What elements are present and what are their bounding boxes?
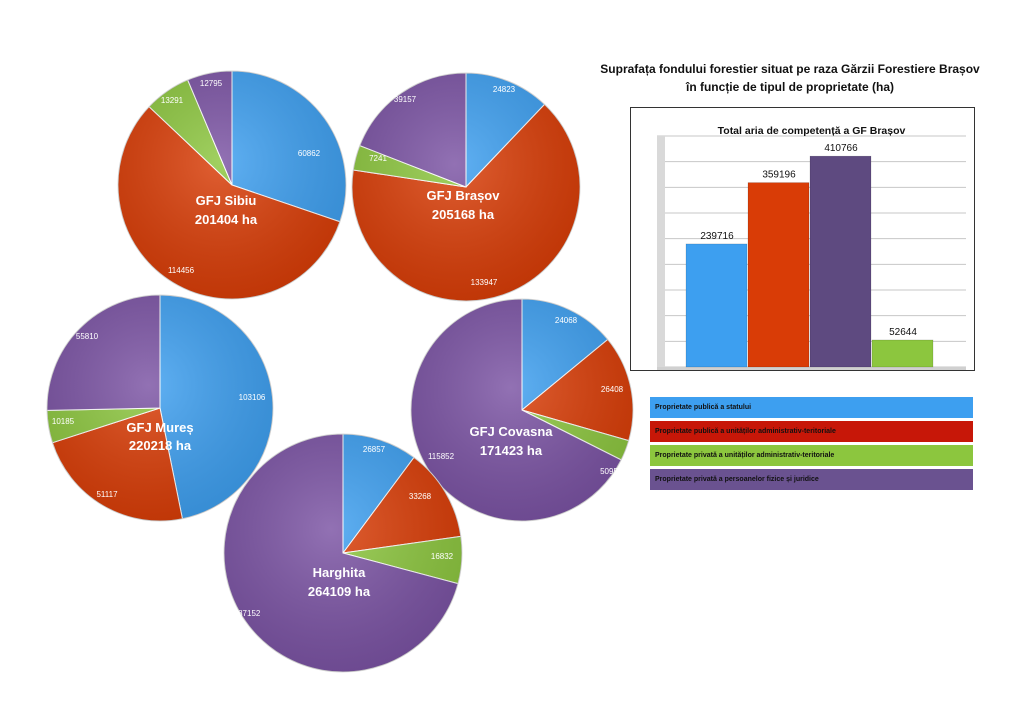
bar-value-label: 239716 [700,231,734,242]
pie-chart: 60862 114456 13291 12795 GFJ Sibiu 201404 ha [117,70,347,300]
pie-slice-label: 24823 [493,85,516,94]
pie-slice-label: 39157 [394,95,417,104]
bar [685,243,748,368]
pie-slice-label: 51117 [96,490,118,499]
bar-floor [657,367,966,370]
pie-chart: 24823 133947 7241 39157 GFJ Brașov 205168 ha [351,72,581,302]
pie-total: 264109 ha [308,584,371,599]
bar-chart: Total aria de competență a GF Brașov 2397… [657,125,966,370]
pie-slice-label: 187152 [234,609,261,618]
figure-subtitle: în funcție de tipul de proprietate (ha) [685,80,894,94]
legend-item-privata-uat: Proprietate privată a unităților adminis… [650,445,973,466]
pie-name: GFJ Brașov [427,188,501,203]
bar-value-label: 410766 [824,143,858,154]
bar [747,182,810,368]
pie-name: GFJ Mureș [126,420,193,435]
pie-name: GFJ Sibiu [196,193,257,208]
pie-slice-label: 133947 [471,278,498,287]
pie-slice-label: 115852 [428,452,455,461]
pie-slice-label: 13291 [161,96,184,105]
bar-value-label: 52644 [889,327,917,338]
pie-total: 171423 ha [480,443,543,458]
pie-total: 220218 ha [129,438,192,453]
legend: Proprietate publică a statului Proprieta… [650,397,973,493]
pie-slice-label: 55810 [76,332,99,341]
bar-side-wall [657,136,665,367]
pie-slice-label: 114456 [168,266,195,275]
pie-chart: 24068 26408 5095 115852 GFJ Covasna 171423 ha [410,298,634,522]
bar [871,339,934,368]
pie-slice [46,294,161,411]
pie-chart: 26857 33268 16832 187152 Harghita 264109 ha [223,433,463,673]
pie-name: GFJ Covasna [469,424,553,439]
legend-item-publica-statului: Proprietate publică a statului [650,397,973,418]
pie-name: Harghita [313,565,367,580]
pie-slice-label: 5095 [600,467,618,476]
pie-slice-label: 103106 [239,393,266,402]
bar-chart-frame: Total aria de competență a GF Brașov 2397… [630,107,975,371]
pie-slice-label: 24068 [555,316,578,325]
pie-slice-label: 16832 [431,552,454,561]
bar [809,155,872,368]
legend-item-privata-persoane: Proprietate privată a persoanelor fizice… [650,469,973,490]
pie-chart: 103106 51117 10185 55810 GFJ Mureș 220218 ha [46,294,274,522]
pie-slice-label: 26857 [363,445,386,454]
bar-chart-title: Total aria de competență a GF Brașov [718,125,906,137]
bar-value-label: 359196 [762,170,796,181]
figure-title: Suprafața fondului forestier situat pe r… [600,62,980,76]
pie-slice-label: 7241 [369,154,387,163]
pie-slice-label: 33268 [409,492,432,501]
pie-total: 201404 ha [195,212,258,227]
pie-slice-label: 26408 [601,385,624,394]
legend-item-publica-uat: Proprietate publică a unităților adminis… [650,421,973,442]
pie-slice-label: 10185 [52,417,75,426]
pie-slice-label: 12795 [200,79,223,88]
pie-total: 205168 ha [432,207,495,222]
pie-slice-label: 60862 [298,149,321,158]
